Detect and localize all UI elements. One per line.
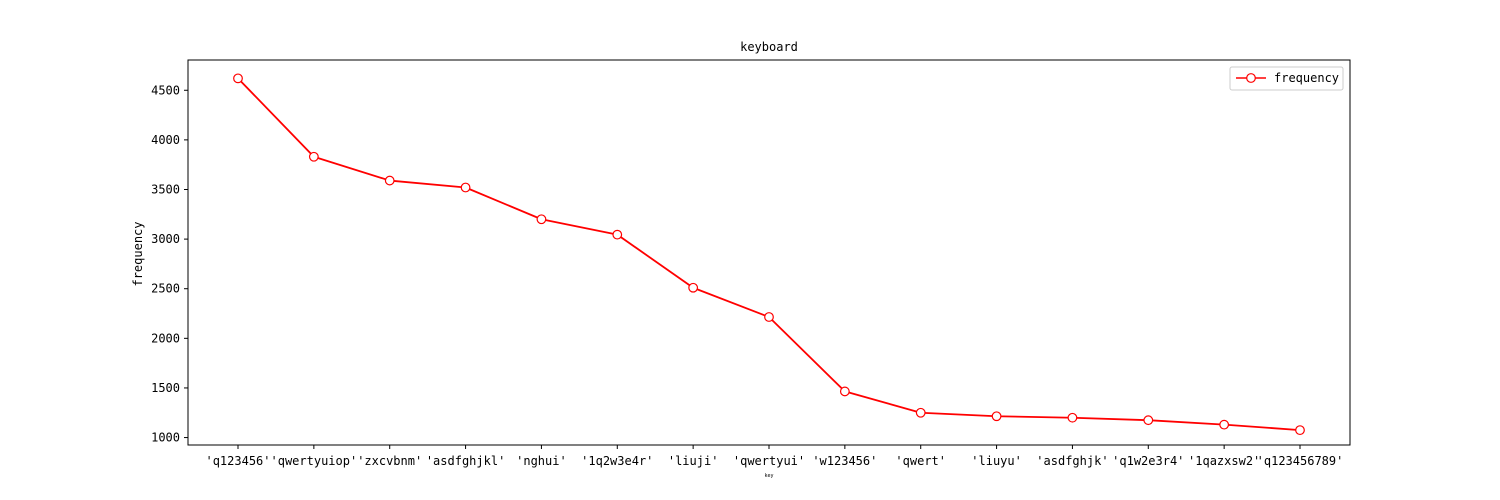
x-tick-label: '1qazxsw2' bbox=[1188, 454, 1260, 468]
x-tick-label: 'q123456789' bbox=[1257, 454, 1344, 468]
data-point-marker bbox=[1067, 412, 1078, 423]
legend-box bbox=[1229, 66, 1344, 91]
data-point-marker bbox=[612, 229, 623, 240]
plot-frame bbox=[187, 59, 1351, 446]
data-point-marker bbox=[1219, 419, 1230, 430]
x-tick-label: 'qwert' bbox=[895, 454, 946, 468]
data-point-marker bbox=[1143, 415, 1154, 426]
x-tick-label: 'liuyu' bbox=[971, 454, 1022, 468]
x-tick-label: 'w123456' bbox=[812, 454, 877, 468]
data-point-marker bbox=[460, 182, 471, 193]
legend: frequency bbox=[1229, 66, 1344, 91]
y-axis-label: frequency bbox=[131, 221, 145, 286]
x-tick-label: 'liuji' bbox=[668, 454, 719, 468]
y-tick-label: 1000 bbox=[151, 431, 180, 445]
x-tick-label: 'q1w2e3r4' bbox=[1112, 454, 1184, 468]
series-layer bbox=[233, 73, 1305, 436]
y-tick-label: 3000 bbox=[151, 232, 180, 246]
data-point-marker bbox=[764, 312, 774, 322]
data-point-marker bbox=[1295, 425, 1305, 436]
data-point-marker bbox=[688, 282, 699, 293]
x-axis-label: key bbox=[764, 473, 773, 479]
x-tick-label: '1q2w3e4r' bbox=[581, 454, 653, 468]
y-tick-label: 4000 bbox=[151, 133, 180, 147]
y-tick-label: 4500 bbox=[151, 83, 180, 97]
x-tick-label: 'zxcvbnm' bbox=[357, 454, 422, 468]
x-tick-label: 'qwertyuiop' bbox=[271, 454, 358, 468]
y-tick-label: 2000 bbox=[151, 331, 180, 345]
data-point-marker bbox=[536, 214, 547, 225]
x-tick-label: 'qwertyui' bbox=[733, 454, 805, 468]
data-point-marker bbox=[384, 175, 395, 186]
y-tick-label: 3500 bbox=[151, 182, 180, 196]
data-point-marker bbox=[915, 407, 926, 418]
x-tick-label: 'q123456' bbox=[205, 454, 270, 468]
legend-label: frequency bbox=[1274, 71, 1339, 85]
data-point-marker bbox=[839, 386, 850, 397]
x-tick-label: 'asdfghjk' bbox=[1036, 454, 1108, 468]
legend-marker-sample bbox=[1246, 73, 1256, 83]
y-tick-label: 1500 bbox=[151, 381, 180, 395]
x-tick-label: 'asdfghjkl' bbox=[426, 454, 505, 468]
chart-title: keyboard bbox=[740, 40, 798, 54]
x-tick-label: 'nghui' bbox=[516, 454, 567, 468]
y-axis-ticks: 1000 1500 2000 2500 3000 3500 4000 4500 bbox=[151, 83, 188, 445]
x-axis-ticks: 'q123456''qwertyuiop''zxcvbnm' 'asdfghjkl… bbox=[205, 445, 1343, 468]
data-point-marker bbox=[991, 411, 1002, 422]
data-point-marker bbox=[308, 151, 319, 162]
data-point-marker bbox=[233, 73, 243, 84]
y-tick-label: 2500 bbox=[151, 282, 180, 296]
